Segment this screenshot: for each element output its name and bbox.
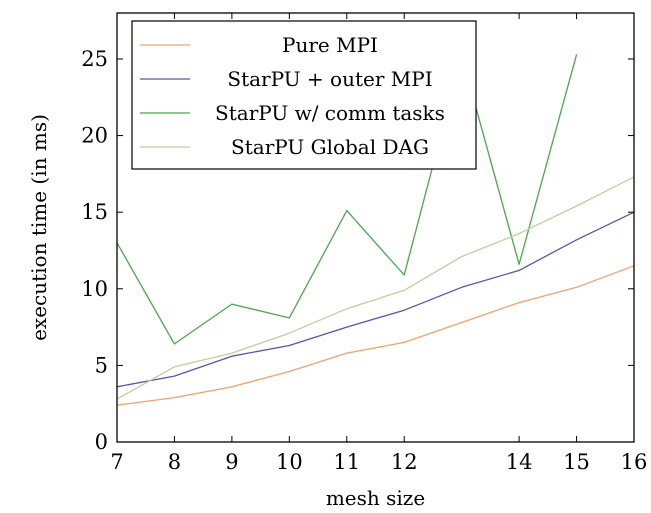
y-tick-label-5: 25 [81, 47, 108, 71]
series-line-0 [116, 265, 635, 406]
x-tick-label-1: 8 [168, 450, 181, 474]
x-tick-label-2: 9 [225, 450, 238, 474]
y-tick-label-3: 15 [81, 200, 108, 224]
series-line-2 [116, 54, 578, 345]
plot-lines [116, 54, 635, 406]
x-tick-label-0: 7 [110, 450, 123, 474]
y-tick-label-0: 0 [95, 430, 108, 454]
y-axis-label: execution time (in ms) [27, 114, 51, 341]
x-axis-ticks: 7 8 9 10 11 12 14 15 16 [110, 13, 647, 474]
series-line-3 [116, 176, 635, 400]
legend-label-2: StarPU w/ comm tasks [215, 101, 445, 125]
y-tick-label-2: 10 [81, 277, 108, 301]
x-tick-label-8: 16 [621, 450, 648, 474]
plot-frame [116, 12, 635, 443]
y-tick-label-1: 5 [95, 353, 108, 377]
series-line-1 [116, 211, 635, 388]
y-axis-ticks: 0 5 10 15 20 25 [81, 47, 634, 454]
legend: Pure MPI StarPU + outer MPI StarPU w/ comm… [131, 20, 477, 170]
x-axis-label: mesh size [326, 486, 425, 510]
legend-box [131, 20, 477, 170]
x-tick-label-4: 11 [333, 450, 360, 474]
x-tick-label-3: 10 [276, 450, 303, 474]
x-tick-label-6: 14 [506, 450, 533, 474]
x-tick-label-7: 15 [563, 450, 590, 474]
legend-label-1: StarPU + outer MPI [227, 67, 432, 91]
y-tick-label-4: 20 [81, 124, 108, 148]
legend-label-0: Pure MPI [282, 33, 378, 57]
legend-label-3: StarPU Global DAG [231, 135, 429, 159]
x-tick-label-5: 12 [391, 450, 418, 474]
